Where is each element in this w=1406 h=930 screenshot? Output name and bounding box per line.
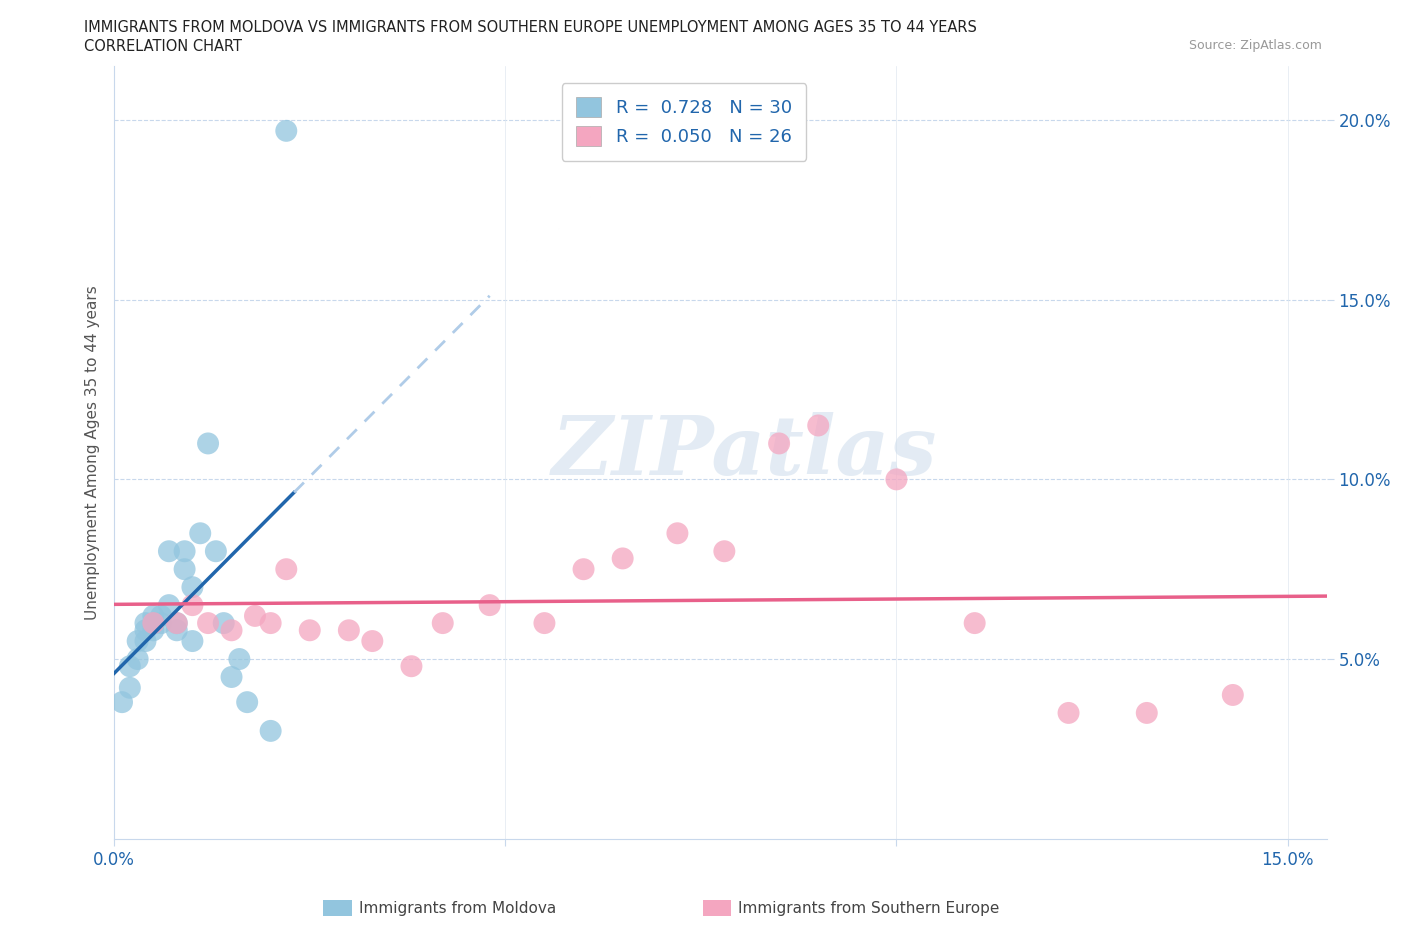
Point bbox=[666, 525, 689, 540]
Point bbox=[259, 724, 281, 738]
Point bbox=[157, 544, 180, 559]
Point bbox=[361, 633, 384, 648]
Point bbox=[572, 562, 595, 577]
Point bbox=[181, 598, 204, 613]
Point bbox=[150, 608, 173, 623]
Point bbox=[243, 608, 266, 623]
Point bbox=[166, 616, 188, 631]
Point bbox=[166, 623, 188, 638]
Point bbox=[134, 623, 156, 638]
Point bbox=[768, 436, 790, 451]
Point bbox=[166, 616, 188, 631]
Point bbox=[205, 544, 228, 559]
Point bbox=[1222, 687, 1244, 702]
Point bbox=[401, 658, 423, 673]
Point bbox=[963, 616, 986, 631]
Point bbox=[188, 525, 211, 540]
Point bbox=[298, 623, 321, 638]
Point bbox=[142, 616, 165, 631]
Point bbox=[142, 616, 165, 631]
Point bbox=[142, 623, 165, 638]
Point bbox=[432, 616, 454, 631]
Legend: R =  0.728   N = 30, R =  0.050   N = 26: R = 0.728 N = 30, R = 0.050 N = 26 bbox=[562, 83, 807, 161]
Point bbox=[533, 616, 555, 631]
Point bbox=[127, 652, 149, 667]
Point bbox=[478, 598, 501, 613]
Point bbox=[212, 616, 235, 631]
Point bbox=[228, 652, 250, 667]
Point bbox=[127, 633, 149, 648]
Text: Source: ZipAtlas.com: Source: ZipAtlas.com bbox=[1188, 39, 1322, 52]
Point bbox=[221, 670, 243, 684]
Point bbox=[197, 616, 219, 631]
Text: Immigrants from Moldova: Immigrants from Moldova bbox=[359, 901, 555, 916]
Y-axis label: Unemployment Among Ages 35 to 44 years: Unemployment Among Ages 35 to 44 years bbox=[86, 286, 100, 619]
Point bbox=[1136, 706, 1159, 721]
Text: ZIPatlas: ZIPatlas bbox=[553, 412, 938, 492]
Point bbox=[150, 616, 173, 631]
Point bbox=[181, 633, 204, 648]
Text: CORRELATION CHART: CORRELATION CHART bbox=[84, 39, 242, 54]
Point bbox=[157, 598, 180, 613]
Point bbox=[118, 681, 141, 696]
Point bbox=[111, 695, 134, 710]
Point bbox=[134, 633, 156, 648]
Point bbox=[173, 544, 195, 559]
Point bbox=[134, 616, 156, 631]
Point bbox=[173, 562, 195, 577]
Point bbox=[337, 623, 360, 638]
Point bbox=[713, 544, 735, 559]
Point bbox=[276, 562, 298, 577]
Point bbox=[181, 579, 204, 594]
Point bbox=[221, 623, 243, 638]
Point bbox=[1057, 706, 1080, 721]
Point bbox=[886, 472, 908, 486]
Point bbox=[612, 551, 634, 565]
Text: IMMIGRANTS FROM MOLDOVA VS IMMIGRANTS FROM SOUTHERN EUROPE UNEMPLOYMENT AMONG AG: IMMIGRANTS FROM MOLDOVA VS IMMIGRANTS FR… bbox=[84, 20, 977, 35]
Point bbox=[236, 695, 259, 710]
Point bbox=[197, 436, 219, 451]
Point bbox=[807, 418, 830, 432]
Point bbox=[142, 608, 165, 623]
Point bbox=[259, 616, 281, 631]
Point bbox=[118, 658, 141, 673]
Text: Immigrants from Southern Europe: Immigrants from Southern Europe bbox=[738, 901, 1000, 916]
Point bbox=[276, 124, 298, 139]
